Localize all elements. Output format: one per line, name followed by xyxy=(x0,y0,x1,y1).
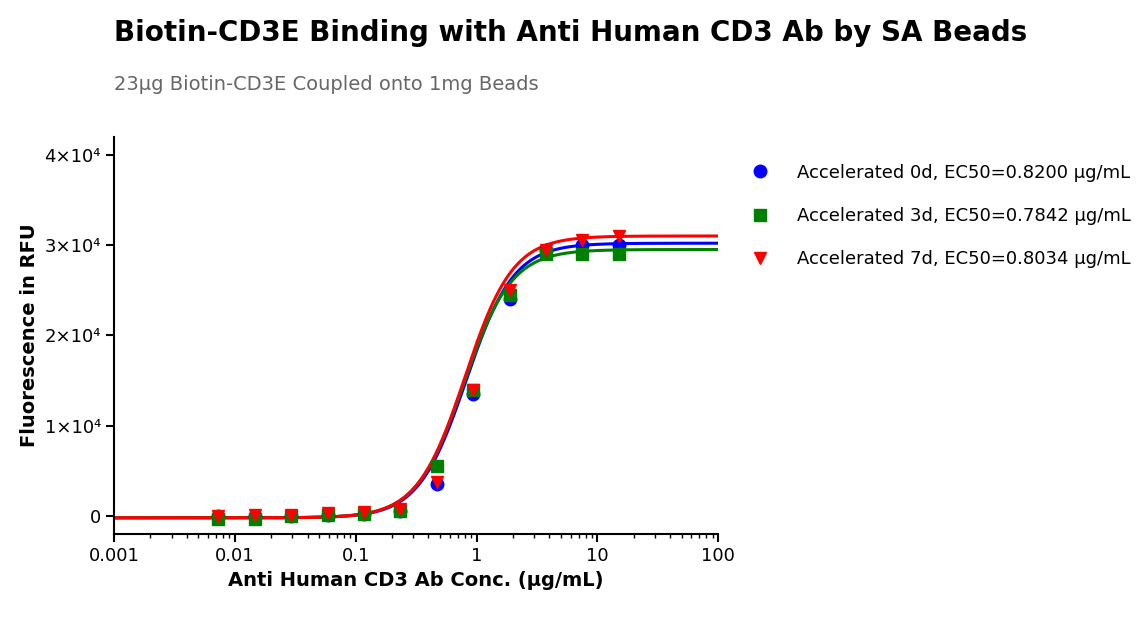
Line: Accelerated 3d, EC50=0.7842 μg/mL: Accelerated 3d, EC50=0.7842 μg/mL xyxy=(212,248,625,525)
Accelerated 3d, EC50=0.7842 μg/mL xyxy=(320,511,334,519)
Accelerated 3d, EC50=0.7842 μg/mL xyxy=(212,515,226,522)
Accelerated 0d, EC50=0.8200 μg/mL xyxy=(357,510,370,518)
Accelerated 7d, EC50=0.8034 μg/mL xyxy=(393,505,407,512)
Accelerated 0d, EC50=0.8200 μg/mL xyxy=(430,481,443,488)
Accelerated 7d, EC50=0.8034 μg/mL xyxy=(576,237,589,244)
Line: Accelerated 0d, EC50=0.8200 μg/mL: Accelerated 0d, EC50=0.8200 μg/mL xyxy=(212,238,625,522)
Accelerated 7d, EC50=0.8034 μg/mL xyxy=(612,232,626,240)
Accelerated 7d, EC50=0.8034 μg/mL xyxy=(357,509,370,516)
Y-axis label: Fluorescence in RFU: Fluorescence in RFU xyxy=(19,224,39,447)
Accelerated 7d, EC50=0.8034 μg/mL xyxy=(247,511,261,519)
Accelerated 3d, EC50=0.7842 μg/mL xyxy=(247,515,261,522)
Accelerated 7d, EC50=0.8034 μg/mL xyxy=(284,511,298,519)
Line: Accelerated 7d, EC50=0.8034 μg/mL: Accelerated 7d, EC50=0.8034 μg/mL xyxy=(212,230,625,522)
Accelerated 0d, EC50=0.8200 μg/mL xyxy=(503,296,516,303)
Accelerated 0d, EC50=0.8200 μg/mL xyxy=(466,391,480,398)
Accelerated 0d, EC50=0.8200 μg/mL xyxy=(539,246,553,253)
Accelerated 7d, EC50=0.8034 μg/mL xyxy=(320,510,334,517)
Accelerated 3d, EC50=0.7842 μg/mL xyxy=(539,250,553,258)
Accelerated 0d, EC50=0.8200 μg/mL xyxy=(393,508,407,515)
Accelerated 3d, EC50=0.7842 μg/mL xyxy=(576,250,589,258)
Accelerated 3d, EC50=0.7842 μg/mL xyxy=(393,507,407,514)
Accelerated 0d, EC50=0.8200 μg/mL xyxy=(612,242,626,249)
Accelerated 7d, EC50=0.8034 μg/mL xyxy=(503,286,516,294)
Accelerated 0d, EC50=0.8200 μg/mL xyxy=(284,512,298,519)
Accelerated 3d, EC50=0.7842 μg/mL xyxy=(357,510,370,518)
Text: Biotin-CD3E Binding with Anti Human CD3 Ab by SA Beads: Biotin-CD3E Binding with Anti Human CD3 … xyxy=(114,19,1027,47)
Accelerated 3d, EC50=0.7842 μg/mL xyxy=(466,386,480,393)
Accelerated 7d, EC50=0.8034 μg/mL xyxy=(466,386,480,393)
Legend: Accelerated 0d, EC50=0.8200 μg/mL, Accelerated 3d, EC50=0.7842 μg/mL, Accelerate: Accelerated 0d, EC50=0.8200 μg/mL, Accel… xyxy=(731,156,1138,276)
Accelerated 7d, EC50=0.8034 μg/mL xyxy=(212,512,226,520)
Accelerated 7d, EC50=0.8034 μg/mL xyxy=(430,478,443,486)
Accelerated 3d, EC50=0.7842 μg/mL xyxy=(503,291,516,299)
Accelerated 3d, EC50=0.7842 μg/mL xyxy=(430,463,443,470)
Accelerated 3d, EC50=0.7842 μg/mL xyxy=(284,512,298,519)
Text: 23μg Biotin-CD3E Coupled onto 1mg Beads: 23μg Biotin-CD3E Coupled onto 1mg Beads xyxy=(114,75,538,94)
Accelerated 0d, EC50=0.8200 μg/mL xyxy=(212,512,226,520)
Accelerated 0d, EC50=0.8200 μg/mL xyxy=(247,512,261,520)
Accelerated 0d, EC50=0.8200 μg/mL xyxy=(320,511,334,519)
Accelerated 0d, EC50=0.8200 μg/mL xyxy=(576,242,589,249)
Accelerated 3d, EC50=0.7842 μg/mL xyxy=(612,250,626,258)
Accelerated 7d, EC50=0.8034 μg/mL xyxy=(539,246,553,253)
X-axis label: Anti Human CD3 Ab Conc. (μg/mL): Anti Human CD3 Ab Conc. (μg/mL) xyxy=(228,571,604,590)
